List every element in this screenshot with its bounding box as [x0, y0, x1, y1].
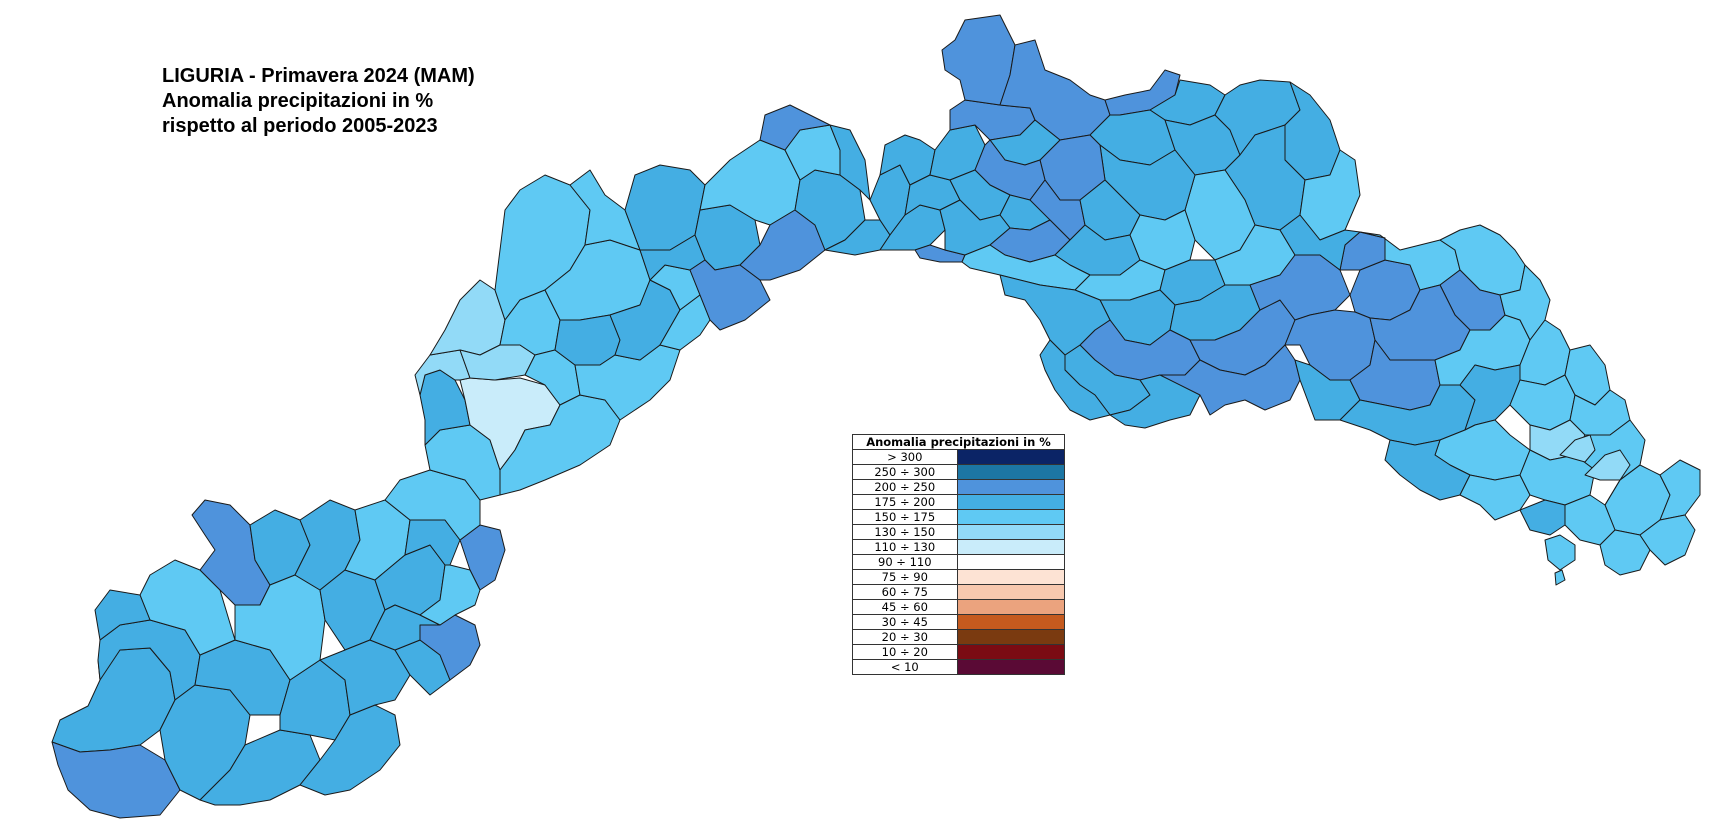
legend-label: 110 ÷ 130 — [852, 539, 958, 555]
legend-label: 175 ÷ 200 — [852, 494, 958, 510]
legend-label: < 10 — [852, 659, 958, 675]
map-region — [759, 104, 831, 151]
title-line-2: Anomalia precipitazioni in % — [162, 90, 434, 112]
legend-swatch — [956, 494, 1066, 510]
legend-row: < 10 — [852, 659, 1066, 675]
map-region — [1544, 534, 1576, 571]
legend-row: 45 ÷ 60 — [852, 599, 1066, 615]
legend-swatch — [956, 524, 1066, 540]
map-region — [1459, 474, 1531, 521]
legend-swatch — [956, 479, 1066, 495]
map-region — [429, 279, 506, 356]
map-region — [414, 349, 471, 396]
legend-swatch — [956, 509, 1066, 525]
legend-row: 75 ÷ 90 — [852, 569, 1066, 585]
map-region — [1519, 499, 1566, 536]
legend-label: 250 ÷ 300 — [852, 464, 958, 480]
legend-swatch — [956, 569, 1066, 585]
map-region — [689, 259, 771, 331]
map-region — [1659, 459, 1701, 521]
map-region — [51, 647, 176, 753]
legend-label: 90 ÷ 110 — [852, 554, 958, 570]
legend-row: 20 ÷ 30 — [852, 629, 1066, 645]
legend-label: 30 ÷ 45 — [852, 614, 958, 630]
map-region — [1639, 514, 1696, 566]
legend-swatch — [956, 599, 1066, 615]
legend-label: 20 ÷ 30 — [852, 629, 958, 645]
legend-row: 250 ÷ 300 — [852, 464, 1066, 480]
legend-label: 10 ÷ 20 — [852, 644, 958, 660]
map-region — [1279, 214, 1361, 271]
map-title: LIGURIA - Primavera 2024 (MAM) Anomalia … — [162, 64, 475, 139]
map-region — [1599, 529, 1651, 576]
map-region — [299, 704, 401, 796]
map-region — [1559, 434, 1596, 463]
legend-header: Anomalia precipitazioni in % — [852, 434, 1065, 450]
legend-row: 150 ÷ 175 — [852, 509, 1066, 525]
legend-swatch — [956, 539, 1066, 555]
legend-label: 45 ÷ 60 — [852, 599, 958, 615]
legend-swatch — [956, 584, 1066, 600]
legend-swatch — [956, 449, 1066, 465]
map-region — [419, 564, 481, 626]
legend-swatch — [956, 614, 1066, 630]
legend-table: Anomalia precipitazioni in % > 300 250 ÷ … — [852, 434, 1066, 675]
legend-row: > 300 — [852, 449, 1066, 465]
legend-swatch — [956, 659, 1066, 675]
map-region — [384, 469, 481, 541]
map-region — [554, 314, 621, 366]
map-region — [829, 124, 871, 201]
legend-row: 10 ÷ 20 — [852, 644, 1066, 660]
legend-label: 150 ÷ 175 — [852, 509, 958, 525]
title-line-1: LIGURIA - Primavera 2024 (MAM) — [162, 65, 475, 87]
map-region — [999, 274, 1111, 356]
legend-swatch — [956, 554, 1066, 570]
legend-swatch — [956, 464, 1066, 480]
map-region — [1039, 339, 1111, 421]
legend-row: 60 ÷ 75 — [852, 584, 1066, 600]
map-region — [51, 741, 181, 819]
map-region — [1584, 449, 1631, 481]
legend-label: > 300 — [852, 449, 958, 465]
legend-label: 60 ÷ 75 — [852, 584, 958, 600]
map-region — [94, 589, 151, 641]
legend-label: 200 ÷ 250 — [852, 479, 958, 495]
title-line-3: rispetto al periodo 2005-2023 — [162, 115, 438, 137]
legend-row: 175 ÷ 200 — [852, 494, 1066, 510]
legend-label: 130 ÷ 150 — [852, 524, 958, 540]
map-region — [739, 209, 826, 281]
map-region — [1604, 464, 1641, 506]
map-region — [1554, 569, 1566, 586]
legend-row: 30 ÷ 45 — [852, 614, 1066, 630]
map-region — [574, 344, 681, 421]
legend-row: 110 ÷ 130 — [852, 539, 1066, 555]
map-region — [319, 639, 411, 716]
legend-swatch — [956, 644, 1066, 660]
legend-row: 130 ÷ 150 — [852, 524, 1066, 540]
legend-label: 75 ÷ 90 — [852, 569, 958, 585]
legend-row: 90 ÷ 110 — [852, 554, 1066, 570]
legend-row: 200 ÷ 250 — [852, 479, 1066, 495]
map-region — [1499, 264, 1551, 341]
legend-swatch — [956, 629, 1066, 645]
